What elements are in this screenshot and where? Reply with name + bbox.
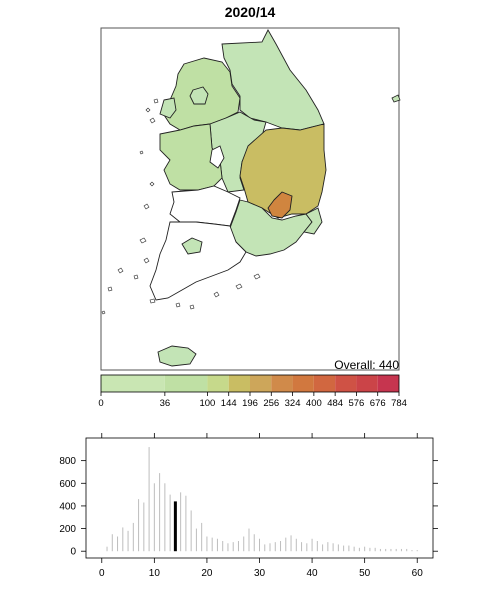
- legend-bin: [356, 375, 378, 392]
- legend-bin: [377, 375, 399, 392]
- legend-tick-label: 196: [242, 398, 258, 409]
- color-legend: 0 36 100 144 196 256 324 400 484 576 676 784: [98, 374, 407, 409]
- legend-ticks: 0 36 100 144 196 256 324 400 484 576 676 784: [98, 392, 407, 409]
- legend-bin: [292, 375, 314, 392]
- legend-bin: [164, 375, 208, 392]
- legend-tick-label: 676: [370, 398, 386, 409]
- legend-tick-label: 324: [285, 398, 301, 409]
- x-tick-label: 60: [412, 568, 424, 579]
- region-seoul: [189, 86, 209, 105]
- legend-tick-label: 784: [391, 398, 407, 409]
- x-tick-labels: 0 10 20 30 40 50 60: [99, 568, 423, 579]
- bars: [106, 447, 418, 552]
- legend-bin: [313, 375, 336, 392]
- y-tick-label: 600: [59, 479, 76, 490]
- y-tick-label: 200: [59, 524, 76, 535]
- x-tick-label: 30: [254, 568, 266, 579]
- islands: [101, 98, 261, 315]
- region-gyeongbuk: [239, 123, 327, 219]
- region-jeju: [157, 345, 197, 367]
- y-tick-label: 400: [59, 501, 76, 512]
- region-jeonnam: [149, 221, 247, 301]
- legend-tick-label: 0: [98, 398, 103, 409]
- legend-bin: [335, 375, 357, 392]
- x-tick-label: 0: [99, 568, 105, 579]
- legend-bins: [101, 375, 399, 392]
- legend-tick-label: 36: [160, 398, 171, 409]
- x-tick-label: 50: [359, 568, 371, 579]
- legend-tick-label: 576: [348, 398, 364, 409]
- legend-tick-label: 144: [221, 398, 237, 409]
- x-tick-label: 10: [149, 568, 161, 579]
- legend-tick-label: 256: [263, 398, 279, 409]
- legend-bin: [250, 375, 272, 392]
- overall-label: Overall: 440: [334, 358, 399, 372]
- region-busan: [303, 207, 323, 235]
- weekly-bar-chart: 0 10 20 30 40 50 60 0 200 400 600 800: [59, 433, 438, 579]
- y-tick-label: 800: [59, 456, 76, 467]
- legend-bin: [228, 375, 250, 392]
- x-tick-label: 20: [201, 568, 213, 579]
- y-tick-labels: 0 200 400 600 800: [59, 456, 76, 558]
- map-title: 2020/14: [225, 4, 276, 20]
- legend-tick-label: 100: [199, 398, 215, 409]
- region-ulleungdo: [391, 94, 401, 103]
- legend-bin: [207, 375, 229, 392]
- map-panel: Overall: 440: [100, 27, 401, 372]
- legend-bin: [101, 375, 165, 392]
- region-daegu: [267, 191, 293, 219]
- y-tick-label: 0: [70, 547, 76, 558]
- legend-tick-label: 400: [306, 398, 322, 409]
- region-incheon: [159, 97, 177, 119]
- region-gwangju: [181, 237, 203, 255]
- region-daejeon: [209, 145, 225, 169]
- legend-bin: [271, 375, 293, 392]
- x-tick-label: 40: [307, 568, 319, 579]
- axis-ticks: [81, 433, 438, 563]
- legend-tick-label: 484: [327, 398, 343, 409]
